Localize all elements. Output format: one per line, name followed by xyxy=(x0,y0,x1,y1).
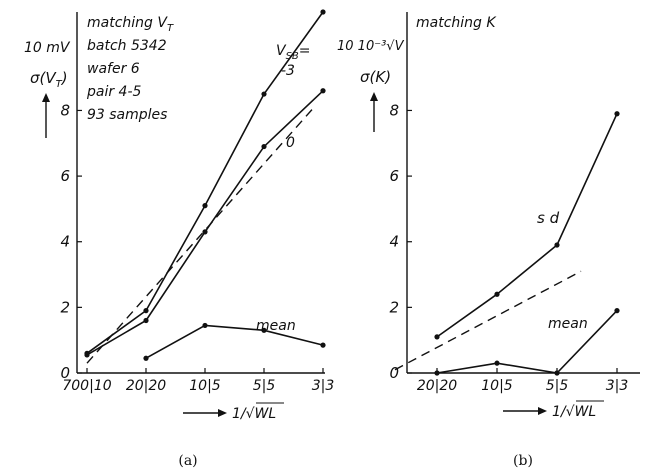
data-point-s-d-0 xyxy=(434,334,440,340)
x-tick-label-20-20: 20|20 xyxy=(417,378,457,394)
y-tick-label-8: 8 xyxy=(60,101,70,119)
panel-a-annotation: matching VT batch 5342 wafer 6 pair 4-5 … xyxy=(86,15,174,123)
x-tick-label-3-3: 3|3 xyxy=(606,378,629,394)
panel-b-caption: (b) xyxy=(513,453,533,469)
series-label-mean-b: mean xyxy=(548,316,588,332)
data-point-3-3 xyxy=(261,91,267,97)
panel-a-series xyxy=(84,9,326,364)
annotation-line-wafer: wafer 6 xyxy=(87,61,140,77)
data-point-mean-3 xyxy=(320,342,326,348)
x-tick-label-20-20: 20|20 xyxy=(126,378,166,394)
x-tick-label-700-10: 700|10 xyxy=(62,378,111,394)
y-tick-label-2: 2 xyxy=(389,298,399,316)
series-line-mean xyxy=(145,324,324,359)
vsb-label: VSB= xyxy=(276,43,311,62)
y-tick-label-0: 0 xyxy=(389,364,399,382)
panel-b-y-arrow xyxy=(370,92,378,132)
panel-a-x-ticks: 700|10 20|20 10|5 5|5 3|3 xyxy=(62,368,334,394)
panel-a-y-ticks: 0 2 4 6 8 xyxy=(60,101,82,382)
data-point-s-d-3 xyxy=(614,111,620,117)
panel-b-series xyxy=(394,111,620,376)
data-point-mean-0 xyxy=(143,355,149,361)
data-point-mean-2 xyxy=(261,327,267,333)
y-tick-label-4: 4 xyxy=(389,233,399,251)
data-point-mean-2 xyxy=(554,370,560,376)
panel-b-x-arrow xyxy=(503,407,547,415)
x-tick-label-5-5: 5|5 xyxy=(253,378,276,394)
data-point-3-4 xyxy=(320,9,326,15)
series-label-mean-a: mean xyxy=(256,318,296,334)
y-tick-label-6: 6 xyxy=(389,167,399,185)
annotation-matching-k: matching K xyxy=(416,15,497,31)
panel-a-y-label: σ(VT) xyxy=(30,69,68,90)
annotation-line-samples: 93 samples xyxy=(87,107,167,123)
data-point-mean-0 xyxy=(434,370,440,376)
series-label-0: 0 xyxy=(286,135,295,151)
data-point-0-2 xyxy=(202,229,208,235)
y-tick-label-2: 2 xyxy=(60,298,70,316)
panel-b-y-ticks: 0 2 4 6 8 xyxy=(389,101,412,382)
data-point-mean-3 xyxy=(614,308,620,314)
annotation-line-pair: pair 4-5 xyxy=(86,84,142,100)
series-line-dashed-trend xyxy=(394,270,582,371)
y-tick-label-8: 8 xyxy=(389,101,399,119)
panel-a-y-unit: 10 mV xyxy=(24,40,71,56)
x-tick-label-5-5: 5|5 xyxy=(546,378,569,394)
series-line-dashed-trend xyxy=(86,106,315,364)
y-tick-label-4: 4 xyxy=(60,233,70,251)
panel-b-y-unit: 10 10⁻³√V xyxy=(337,39,405,54)
annotation-line-batch: batch 5342 xyxy=(87,38,167,54)
x-tick-label-10-5: 10|5 xyxy=(189,378,221,394)
data-point-3-1 xyxy=(143,308,149,314)
data-point-0-0 xyxy=(84,352,90,358)
series-line-0 xyxy=(86,90,324,356)
panel-b-x-label: 1/√WL xyxy=(552,404,596,420)
panel-b: 0 2 4 6 8 20|20 10|5 5|5 3|3 10 10⁻³√V σ(K) mat… xyxy=(337,12,640,469)
panel-b-x-ticks: 20|20 10|5 5|5 3|3 xyxy=(417,368,628,394)
data-point-0-3 xyxy=(261,143,267,150)
data-point-0-1 xyxy=(143,317,149,324)
data-point-3-2 xyxy=(202,203,208,209)
y-tick-label-6: 6 xyxy=(60,167,70,185)
annotation-line-matching-vt: matching VT xyxy=(87,15,174,34)
data-point-0-4 xyxy=(320,88,326,94)
x-tick-label-10-5: 10|5 xyxy=(481,378,513,394)
series-label-sd: s d xyxy=(537,209,560,227)
x-tick-label-3-3: 3|3 xyxy=(312,378,335,394)
series-label-minus3: -3 xyxy=(281,63,295,79)
panel-a-y-arrow xyxy=(42,93,50,138)
series-line-mean xyxy=(436,310,618,374)
data-point-s-d-1 xyxy=(494,291,500,297)
panel-a-x-label: 1/√WL xyxy=(232,406,276,422)
panel-b-y-label: σ(K) xyxy=(360,68,391,86)
data-point-s-d-2 xyxy=(554,242,560,248)
panel-a-x-arrow xyxy=(183,409,227,417)
series-line-s-d xyxy=(436,113,618,338)
y-tick-label-0: 0 xyxy=(60,364,70,382)
panel-a-caption: (a) xyxy=(178,453,197,469)
data-point-mean-1 xyxy=(202,322,208,329)
data-point-mean-1 xyxy=(494,360,500,366)
